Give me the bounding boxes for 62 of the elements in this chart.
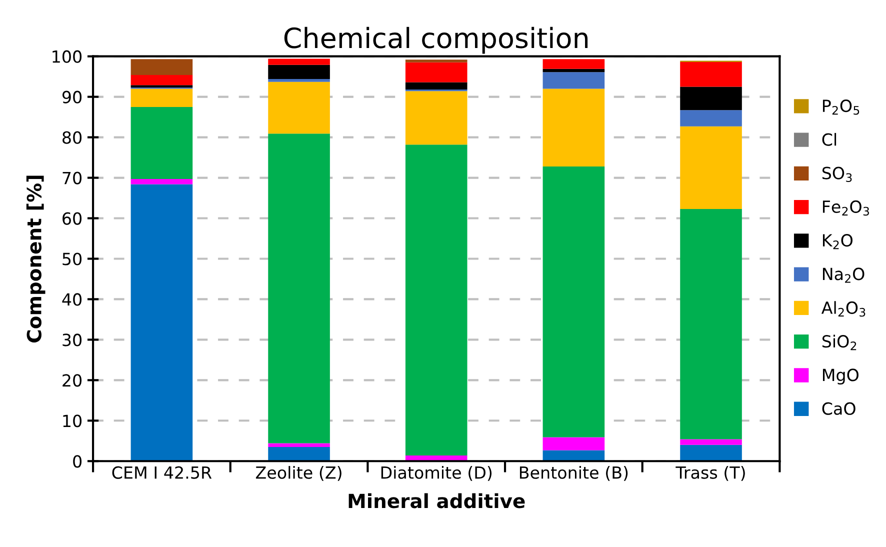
- x-tick-label: Bentonite (B): [520, 466, 628, 481]
- bar: [542, 450, 605, 462]
- x-tick-label: Trass (T): [676, 466, 745, 481]
- bar: [542, 68, 605, 72]
- bar: [130, 74, 193, 86]
- bar: [680, 110, 742, 126]
- bar: [405, 91, 468, 145]
- legend-label: Al$_{2}$O$_{3}$: [821, 301, 866, 317]
- bar: [680, 444, 742, 462]
- bar: [268, 79, 330, 82]
- bar: [268, 64, 330, 80]
- legend-label: P$_{2}$O$_{5}$: [822, 99, 860, 115]
- bar: [680, 439, 742, 445]
- bar: [680, 86, 742, 110]
- bar: [542, 72, 605, 89]
- bar: [405, 82, 468, 90]
- bar: [268, 82, 330, 134]
- bar: [542, 59, 605, 69]
- bar: [130, 184, 193, 462]
- bar: [130, 85, 193, 88]
- legend-label: SiO$_{2}$: [822, 334, 856, 350]
- y-tick-label: 80: [62, 131, 82, 144]
- bar: [268, 58, 330, 65]
- legend-label: Fe$_{2}$O$_{3}$: [822, 200, 869, 216]
- y-tick-label: 90: [62, 90, 82, 104]
- y-tick-label: 0: [73, 455, 82, 468]
- bar: [405, 144, 468, 456]
- y-tick-label: 30: [62, 334, 82, 346]
- bar: [268, 134, 330, 444]
- y-tick-label: 50: [62, 252, 82, 266]
- bar: [268, 446, 330, 462]
- bar: [268, 443, 330, 447]
- legend-label: Cl: [822, 132, 836, 146]
- bar: [542, 437, 605, 450]
- legend-label: CaO: [822, 402, 856, 415]
- bar: [130, 106, 193, 179]
- y-axis-title: Component [%]: [26, 176, 46, 342]
- legend-label: K$_{2}$O: [822, 234, 852, 250]
- chart-title: Chemical composition: [284, 26, 588, 54]
- y-tick-label: 40: [62, 293, 82, 306]
- bar: [405, 60, 468, 62]
- x-tick-label: Zeolite (Z): [256, 466, 342, 481]
- bar: [680, 126, 742, 209]
- x-tick-label: CEM I 42.5R: [112, 466, 212, 479]
- legend-label: MgO: [822, 368, 858, 384]
- bar: [680, 62, 742, 87]
- legend-label: SO$_{3}$: [822, 166, 852, 182]
- x-tick-label: Diatomite (D): [381, 466, 492, 481]
- y-tick-label: 100: [52, 50, 82, 63]
- y-tick-label: 60: [62, 212, 82, 225]
- bar: [542, 88, 605, 166]
- bar: [405, 62, 468, 82]
- y-tick-label: 10: [63, 414, 82, 428]
- bar: [680, 208, 742, 440]
- y-tick-label: 70: [62, 172, 82, 184]
- x-axis-title: Mineral additive: [348, 493, 525, 508]
- legend-label: Na$_{2}$O: [822, 268, 864, 283]
- bar: [130, 178, 193, 184]
- y-tick-label: 20: [62, 374, 82, 387]
- bar: [542, 166, 605, 438]
- bar: [130, 59, 193, 75]
- bar: [130, 88, 193, 107]
